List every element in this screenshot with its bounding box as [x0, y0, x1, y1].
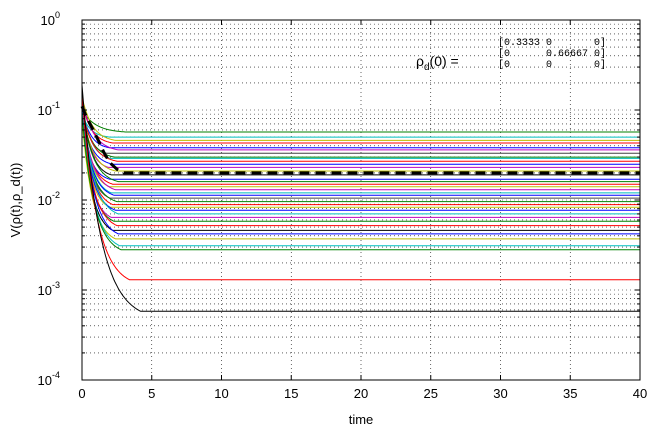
annotation-label: ρd(0) =: [416, 53, 459, 73]
y-tick-label: 100: [41, 10, 60, 28]
x-tick-label: 10: [214, 386, 228, 401]
y-tick-label: 10-3: [38, 280, 60, 298]
series-line: [81, 113, 640, 138]
annotation: ρd(0) = [0.3333 0 0][0 0.66667 0][0 0 0]: [416, 37, 606, 73]
y-axis-label: V(ρ(t),ρ_d(t)): [8, 163, 23, 238]
x-tick-label: 40: [633, 386, 647, 401]
annotation-matrix-row: [0 0 0]: [498, 59, 606, 71]
series-line: [81, 109, 640, 162]
series-line: [81, 114, 640, 251]
annotation-matrix-row: [0.3333 0 0]: [498, 37, 606, 49]
annotation-matrix-row: [0 0.66667 0]: [498, 48, 606, 60]
series-line: [81, 96, 640, 141]
x-tick-label: 5: [148, 386, 155, 401]
x-tick-label: 20: [354, 386, 368, 401]
series-line: [81, 109, 640, 183]
ticks: 0 5 10 15 20 25 30 35 40 100 10-1 10-2 10-3 10-4: [38, 10, 647, 401]
x-tick-label: 30: [493, 386, 507, 401]
x-tick-label: 15: [284, 386, 298, 401]
series-line: [81, 94, 640, 281]
y-tick-label: 10-1: [38, 100, 60, 118]
series-line: [81, 84, 640, 312]
y-tick-label: 10-4: [38, 370, 60, 388]
x-tick-label: 35: [563, 386, 577, 401]
y-tick-label: 10-2: [38, 190, 60, 208]
x-axis-label: time: [349, 412, 374, 427]
x-tick-label: 0: [78, 386, 85, 401]
highlight-series: [80, 105, 640, 175]
x-tick-label: 25: [424, 386, 438, 401]
highlight-line: [80, 105, 640, 175]
